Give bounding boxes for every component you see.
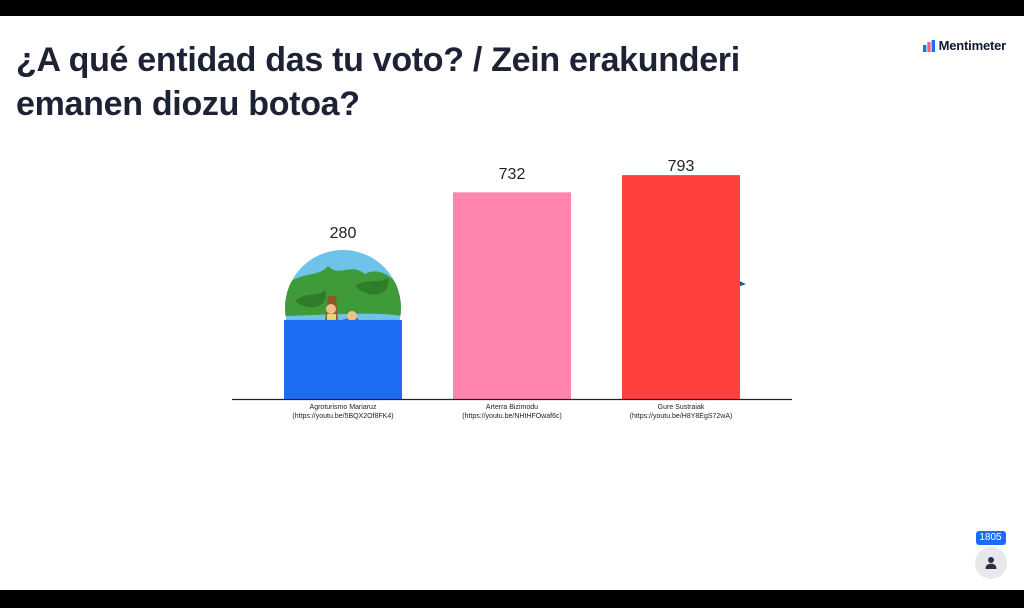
participants-button[interactable] — [974, 547, 1007, 579]
category-link: (https://youtu.be/H8Y8EgS72wA) — [629, 413, 733, 420]
category-name: Arterra Bizimodu — [485, 404, 539, 411]
brand-name: Mentimeter — [938, 38, 1007, 53]
category-link: (https://youtu.be/5BQX2Of8FK4) — [292, 413, 394, 420]
user-icon — [985, 557, 996, 569]
participant-counter: 1805 — [974, 531, 1007, 579]
bar-3 — [622, 175, 740, 399]
category-link: (https://youtu.be/NHtHFOwaf6c) — [462, 413, 562, 420]
bar-1 — [284, 319, 402, 399]
category-name: Gure Sustraiak — [657, 404, 705, 411]
bar-2 — [453, 192, 571, 399]
category-label: Agroturismo Mariaruz (https://youtu.be/5… — [253, 403, 433, 421]
participant-count-badge: 1805 — [975, 531, 1006, 545]
value-label: 793 — [668, 158, 695, 175]
presentation-slide: Mentimeter ¿A qué entidad das tu voto? /… — [0, 16, 1024, 590]
mentimeter-logo-icon — [922, 39, 935, 52]
value-label: 732 — [499, 166, 526, 183]
category-label: Arterra Bizimodu (https://youtu.be/NHtHF… — [422, 403, 602, 421]
brand: Mentimeter — [922, 38, 1007, 53]
bar-chart: 280 732 793 — [232, 158, 792, 401]
value-label: 280 — [330, 225, 357, 242]
question-title: ¿A qué entidad das tu voto? / Zein eraku… — [16, 41, 740, 123]
category-name: Agroturismo Mariaruz — [309, 404, 377, 411]
category-label: Gure Sustraiak (https://youtu.be/H8Y8EgS… — [591, 403, 771, 421]
